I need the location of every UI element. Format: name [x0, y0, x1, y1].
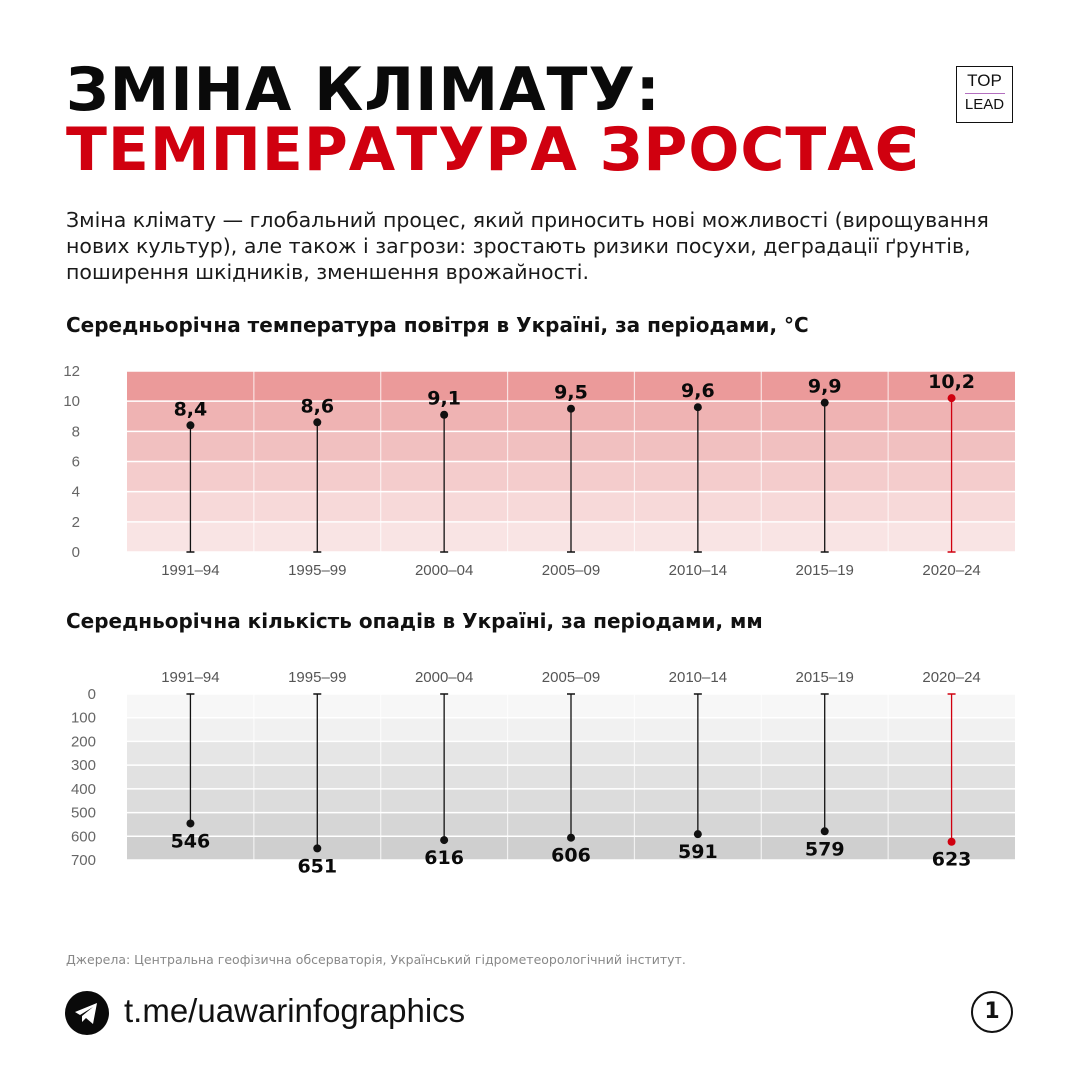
y-tick-label: 600: [71, 828, 96, 845]
data-point: [820, 827, 829, 836]
data-label: 546: [171, 830, 211, 852]
y-tick-label: 8: [72, 423, 80, 440]
x-tick-label: 2000–04: [415, 669, 473, 686]
x-tick-label: 2010–14: [669, 562, 727, 579]
data-label: 9,5: [554, 382, 588, 404]
data-label: 616: [424, 847, 464, 869]
data-point: [186, 819, 195, 828]
y-tick-label: 2: [72, 514, 80, 531]
data-label: 651: [297, 855, 337, 877]
y-tick-label: 4: [72, 484, 80, 501]
data-point: [693, 830, 702, 839]
x-tick-label: 2020–24: [922, 669, 980, 686]
y-tick-label: 300: [71, 757, 96, 774]
logo-divider: [964, 93, 1005, 94]
data-point: [313, 844, 322, 853]
precipitation-chart-title: Середньорічна кількість опадів в Україні…: [66, 609, 763, 633]
data-point: [567, 404, 575, 413]
title-line-1: ЗМІНА КЛІМАТУ:: [66, 55, 661, 125]
data-label: 579: [805, 838, 845, 860]
x-tick-label: 2015–19: [796, 669, 854, 686]
data-point: [313, 418, 322, 427]
x-tick-label: 2005–09: [542, 669, 600, 686]
y-tick-label: 0: [72, 544, 80, 561]
x-tick-label: 2020–24: [922, 562, 980, 579]
data-point: [947, 837, 956, 846]
logo-top: TOP: [967, 71, 1002, 90]
y-tick-label: 6: [72, 454, 80, 471]
data-point: [440, 410, 449, 419]
y-tick-label: 10: [63, 393, 80, 410]
data-label: 9,6: [681, 380, 715, 402]
data-label: 9,1: [427, 388, 461, 410]
y-tick-label: 0: [88, 686, 96, 703]
x-tick-label: 2015–19: [796, 562, 854, 579]
x-tick-label: 1991–94: [161, 669, 219, 686]
data-point: [567, 833, 575, 842]
logo-bottom: LEAD: [964, 96, 1005, 113]
y-tick-label: 12: [63, 363, 80, 380]
x-tick-label: 2005–09: [542, 562, 600, 579]
data-label: 9,9: [808, 376, 842, 398]
background-band: [127, 371, 1015, 402]
intro-text: Зміна клімату — глобальний процес, який …: [66, 208, 989, 284]
data-point: [947, 394, 956, 403]
top-lead-logo: TOP LEAD: [956, 66, 1013, 123]
page-number: 1: [971, 991, 1013, 1033]
data-label: 591: [678, 841, 718, 863]
telegram-link[interactable]: t.me/uawarinfographics: [124, 992, 466, 1029]
title-line-2: ТЕМПЕРАТУРА ЗРОСТАЄ: [66, 115, 920, 185]
source-note: Джерела: Центральна геофізична обсервато…: [66, 952, 686, 967]
y-tick-label: 100: [71, 710, 96, 727]
x-tick-label: 1991–94: [161, 562, 219, 579]
data-label: 10,2: [928, 371, 975, 393]
x-tick-label: 2000–04: [415, 562, 473, 579]
x-tick-label: 2010–14: [669, 669, 727, 686]
y-tick-label: 400: [71, 781, 96, 798]
data-label: 8,6: [300, 395, 334, 417]
data-label: 8,4: [174, 398, 208, 420]
data-point: [186, 421, 195, 430]
background-band: [127, 836, 1015, 860]
y-tick-label: 500: [71, 805, 96, 822]
temperature-chart: 0 2 4 6 8 10 12 1991–94 8,4 1995–99 8,6 2000–04 9,1 2…: [63, 363, 1015, 579]
temperature-chart-title: Середньорічна температура повітря в Укра…: [66, 313, 809, 337]
precipitation-chart: 0 100 200 300 400 500 600 700 1991–94 546 1995–99 6…: [71, 669, 1015, 877]
data-label: 606: [551, 845, 591, 867]
data-point: [440, 836, 449, 845]
y-tick-label: 200: [71, 733, 96, 750]
telegram-icon[interactable]: [65, 991, 109, 1035]
x-tick-label: 1995–99: [288, 562, 346, 579]
data-label: 623: [932, 849, 972, 871]
data-point: [820, 398, 829, 407]
y-tick-label: 700: [71, 852, 96, 869]
x-tick-label: 1995–99: [288, 669, 346, 686]
data-point: [693, 403, 702, 412]
